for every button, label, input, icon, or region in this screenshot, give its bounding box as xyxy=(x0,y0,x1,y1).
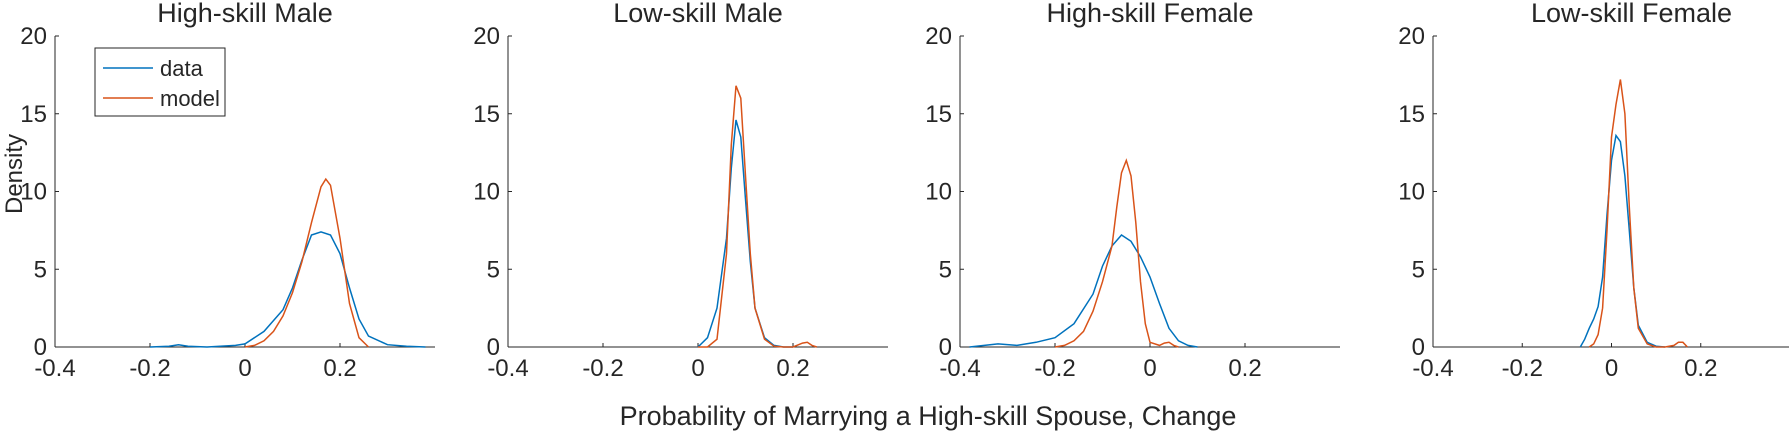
x-tick-label: -0.4 xyxy=(34,355,75,382)
x-tick-label: 0 xyxy=(1143,355,1156,382)
x-tick-label: -0.4 xyxy=(939,355,980,382)
x-tick-label: -0.4 xyxy=(487,355,528,382)
chart-panel-3: High-skill Female 0 5 10 15 20 -0.4 -0.2 0 0.2 xyxy=(925,0,1340,382)
x-tick-label: -0.4 xyxy=(1412,355,1453,382)
chart-title: Low-skill Male xyxy=(613,0,783,28)
y-tick-label: 20 xyxy=(20,23,47,50)
series-line-data xyxy=(697,119,793,348)
y-tick-label: 0 xyxy=(487,334,500,361)
y-tick-label: 15 xyxy=(925,101,952,128)
x-axis-label: Probability of Marrying a High-skill Spo… xyxy=(620,401,1237,431)
series-line-data xyxy=(1579,133,1666,348)
x-tick-label: 0.2 xyxy=(1228,355,1261,382)
y-tick-label: 5 xyxy=(487,256,500,283)
y-axis-label: Density xyxy=(1,134,28,214)
y-tick-label: 5 xyxy=(34,256,47,283)
y-tick-label: 0 xyxy=(939,334,952,361)
x-tick-label: -0.2 xyxy=(582,355,623,382)
chart-panel-2: Low-skill Male 0 5 10 15 20 -0.4 -0.2 0 0.2 xyxy=(473,0,888,382)
series-line-model xyxy=(1588,79,1688,348)
chart-panel-4: Low-skill Female 0 5 10 15 20 -0.4 -0.2 0 0.2 xyxy=(1398,0,1789,382)
chart-title: High-skill Male xyxy=(157,0,333,28)
y-tick-label: 20 xyxy=(473,23,500,50)
x-tick-label: 0 xyxy=(691,355,704,382)
x-tick-label: 0.2 xyxy=(323,355,356,382)
chart-title: High-skill Female xyxy=(1046,0,1253,28)
y-tick-label: 20 xyxy=(1398,23,1425,50)
series-line-model xyxy=(1054,158,1179,348)
y-tick-label: 10 xyxy=(20,179,47,206)
series-line-data xyxy=(149,231,426,348)
y-tick-label: 0 xyxy=(1412,334,1425,361)
chart-panel-1: High-skill Male 0 5 10 15 20 -0.4 -0.2 0 0.2 data m… xyxy=(20,0,435,382)
x-tick-label: 0.2 xyxy=(1684,355,1717,382)
legend-label-model: model xyxy=(160,86,220,111)
x-tick-label: 0 xyxy=(1605,355,1618,382)
legend-box xyxy=(94,47,226,117)
series-line-data xyxy=(969,234,1198,348)
series-line-model xyxy=(244,177,370,348)
y-tick-label: 10 xyxy=(925,179,952,206)
y-tick-label: 15 xyxy=(473,101,500,128)
y-tick-label: 10 xyxy=(473,179,500,206)
x-tick-label: -0.2 xyxy=(129,355,170,382)
legend-label-data: data xyxy=(160,56,204,81)
y-tick-label: 5 xyxy=(1412,256,1425,283)
x-tick-label: -0.2 xyxy=(1502,355,1543,382)
legend: data model xyxy=(94,47,226,117)
y-tick-label: 15 xyxy=(20,101,47,128)
x-tick-label: -0.2 xyxy=(1034,355,1075,382)
y-tick-label: 10 xyxy=(1398,179,1425,206)
series-line-model xyxy=(698,85,818,348)
y-tick-label: 20 xyxy=(925,23,952,50)
x-tick-label: 0 xyxy=(238,355,251,382)
chart-title: Low-skill Female xyxy=(1531,0,1732,28)
y-tick-label: 15 xyxy=(1398,101,1425,128)
y-tick-label: 0 xyxy=(34,334,47,361)
x-tick-label: 0.2 xyxy=(776,355,809,382)
y-tick-label: 5 xyxy=(939,256,952,283)
